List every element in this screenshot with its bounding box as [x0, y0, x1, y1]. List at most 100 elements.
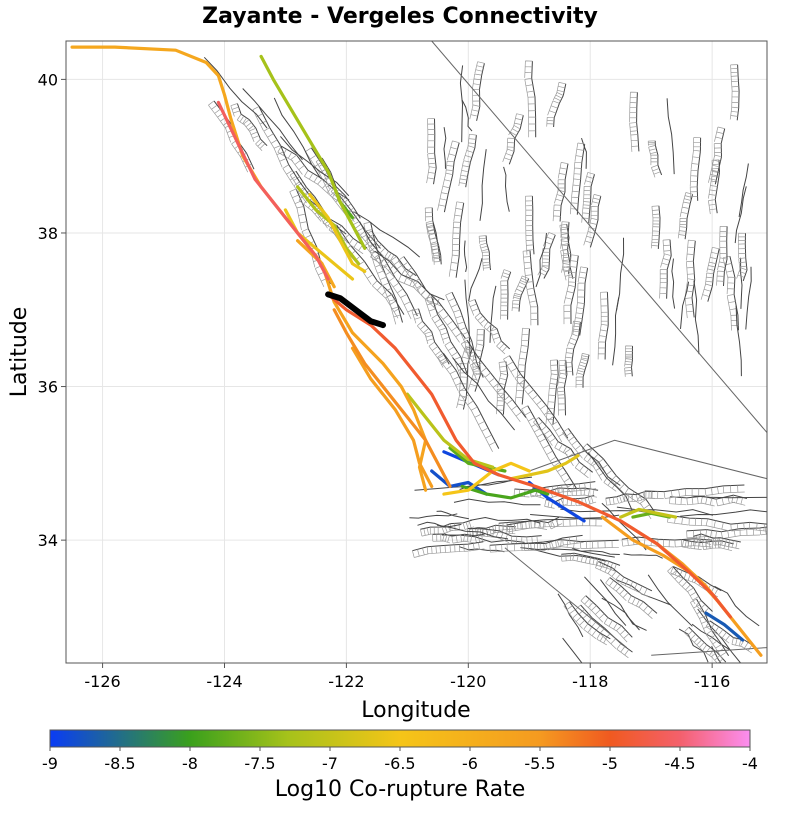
fault-dip-outline	[502, 113, 524, 163]
fault-trace	[467, 528, 542, 538]
plot-background	[66, 41, 767, 663]
fault-trace	[666, 98, 675, 175]
y-tick-label: 40	[38, 70, 58, 89]
fault-dip-outline	[426, 118, 437, 184]
rupture-section	[350, 346, 434, 488]
map-title: Zayante - Vergeles Connectivity	[202, 4, 598, 29]
source-section	[325, 291, 386, 329]
rupture-section	[619, 507, 678, 519]
fault-dip-outline	[424, 296, 466, 376]
colorbar-tick-label: -9	[42, 754, 58, 773]
fault-dip-outline	[370, 250, 442, 307]
fault-dip-outline	[506, 518, 603, 533]
fault-trace	[693, 533, 741, 543]
fault-trace	[443, 127, 447, 169]
colorbar-tick-label: -6.5	[384, 754, 415, 773]
fault-trace	[514, 481, 596, 491]
fault-trace	[616, 506, 714, 516]
fault-dip-outline	[669, 495, 746, 507]
fault-dip-outline	[681, 539, 733, 552]
colorbar-tick-label: -8	[182, 754, 198, 773]
y-axis-ticks: 34 36 38 40	[38, 70, 66, 550]
fault-dip-outline	[689, 137, 701, 202]
fault-dip-outline	[469, 61, 485, 120]
fault-trace	[678, 628, 709, 663]
fault-trace	[623, 553, 663, 559]
fault-dip-outline	[581, 172, 595, 223]
rupture-section	[332, 308, 452, 488]
fault-dip-outline	[564, 320, 581, 376]
y-tick-label: 38	[38, 224, 58, 243]
fault-trace	[668, 514, 767, 525]
fault-dip-outline	[458, 133, 477, 187]
fault-trace	[680, 281, 690, 329]
fault-trace	[336, 224, 405, 315]
fault-dip-outline	[437, 352, 496, 452]
fault-dip-outline	[569, 142, 585, 215]
fault-trace	[353, 211, 421, 258]
rupture-section	[460, 484, 550, 500]
fault-trace	[524, 539, 619, 544]
fault-dip-outline	[432, 533, 486, 544]
y-tick-label: 34	[38, 531, 58, 550]
fault-trace	[203, 56, 268, 129]
rupture-section	[704, 611, 745, 642]
y-tick-label: 36	[38, 378, 58, 397]
fault-trace	[459, 546, 505, 553]
rupture-section	[296, 239, 428, 492]
colorbar-tick-label: -4.5	[664, 754, 695, 773]
fault-trace	[735, 305, 742, 377]
fault-dip-outline	[705, 620, 753, 654]
fault-dip-outline	[572, 266, 588, 335]
fault-dip-outline	[552, 162, 569, 222]
fault-trace	[535, 233, 547, 288]
fault-dip-outline	[560, 221, 572, 281]
fault-trace	[452, 357, 515, 431]
fault-dip-outline	[363, 221, 401, 325]
fault-trace	[561, 552, 621, 566]
x-tick-label: -122	[328, 672, 364, 691]
colorbar-tick-label: -7.5	[244, 754, 275, 773]
fault-trace	[273, 97, 322, 179]
fault-trace	[242, 88, 303, 161]
fault-dip-outline	[523, 539, 619, 551]
plot-frame	[65, 40, 768, 664]
fault-trace	[412, 541, 484, 552]
fault-trace	[281, 145, 350, 201]
fault-trace	[612, 297, 620, 366]
y-axis-title: Latitude	[7, 307, 32, 398]
background-fault-layer	[203, 41, 767, 663]
regional-boundary	[504, 547, 628, 648]
regional-boundary	[529, 439, 767, 480]
fault-trace	[420, 519, 473, 530]
fault-trace	[453, 498, 541, 506]
fault-trace	[451, 291, 484, 378]
colorbar-tick-label: -8.5	[104, 754, 135, 773]
fault-trace	[469, 524, 516, 530]
fault-dip-outline	[595, 561, 649, 598]
fault-trace	[745, 266, 752, 330]
fault-trace	[714, 585, 760, 627]
fault-dip-outline	[575, 353, 590, 388]
fault-dip-outline	[650, 205, 661, 249]
fault-trace	[693, 280, 700, 355]
fault-trace	[509, 355, 569, 439]
fault-trace	[734, 186, 747, 244]
rupture-section	[326, 292, 732, 619]
source-section-layer	[325, 291, 386, 329]
colorbar-tick-label: -5.5	[524, 754, 555, 773]
fault-trace	[599, 579, 640, 631]
colorbar-tick-label: -5	[602, 754, 618, 773]
fault-trace	[680, 509, 767, 517]
fault-trace	[520, 547, 615, 558]
fault-dip-outline	[729, 64, 740, 120]
fault-trace	[463, 240, 468, 273]
fault-trace	[489, 534, 583, 546]
fault-dip-outline	[412, 542, 485, 558]
fault-trace	[431, 296, 468, 374]
fault-dip-outline	[563, 601, 608, 646]
fault-trace	[586, 443, 658, 516]
rupture-section	[296, 185, 361, 266]
colorbar	[49, 729, 751, 748]
